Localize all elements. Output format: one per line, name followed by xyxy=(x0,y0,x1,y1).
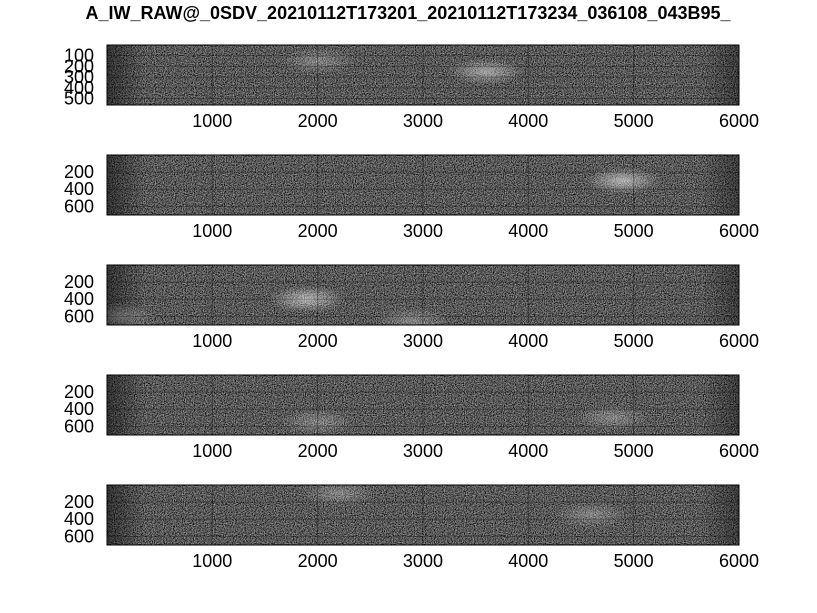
edge-shading xyxy=(107,375,739,435)
x-tick-label: 2000 xyxy=(298,441,338,461)
edge-shading xyxy=(107,45,739,105)
y-tick-label: 600 xyxy=(64,306,94,326)
chart-title: A_IW_RAW@_0SDV_20210112T173201_20210112T… xyxy=(85,3,731,23)
x-tick-label: 4000 xyxy=(508,551,548,571)
y-tick-label: 200 xyxy=(64,162,94,182)
x-tick-label: 4000 xyxy=(508,221,548,241)
axes-box xyxy=(106,374,740,436)
y-tick-label: 200 xyxy=(64,492,94,512)
x-tick-label: 4000 xyxy=(508,331,548,351)
y-tick-label: 200 xyxy=(64,382,94,402)
x-tick-label: 6000 xyxy=(719,221,759,241)
x-tick-label: 6000 xyxy=(719,551,759,571)
x-tick-label: 1000 xyxy=(192,331,232,351)
y-tick-label: 500 xyxy=(64,89,94,109)
x-tick-label: 3000 xyxy=(403,221,443,241)
x-tick-label: 6000 xyxy=(719,111,759,131)
y-tick-label: 400 xyxy=(64,78,94,98)
x-tick-label: 3000 xyxy=(403,441,443,461)
y-tick-label: 300 xyxy=(64,67,94,87)
y-tick-label: 400 xyxy=(64,509,94,529)
x-tick-label: 2000 xyxy=(298,221,338,241)
edge-shading xyxy=(107,485,739,545)
y-tick-label: 400 xyxy=(64,289,94,309)
x-tick-label: 1000 xyxy=(192,111,232,131)
y-tick-label: 600 xyxy=(64,416,94,436)
x-tick-label: 2000 xyxy=(298,111,338,131)
x-tick-label: 2000 xyxy=(298,551,338,571)
x-tick-label: 4000 xyxy=(508,111,548,131)
axes-box xyxy=(106,154,740,216)
x-tick-label: 5000 xyxy=(614,221,654,241)
x-tick-label: 3000 xyxy=(403,551,443,571)
x-tick-label: 5000 xyxy=(614,111,654,131)
edge-shading xyxy=(107,265,739,325)
y-tick-label: 100 xyxy=(64,46,94,66)
y-tick-label: 400 xyxy=(64,399,94,419)
x-tick-label: 5000 xyxy=(614,551,654,571)
x-tick-label: 5000 xyxy=(614,331,654,351)
y-tick-label: 600 xyxy=(64,526,94,546)
x-tick-label: 1000 xyxy=(192,221,232,241)
y-tick-label: 600 xyxy=(64,196,94,216)
x-tick-label: 3000 xyxy=(403,331,443,351)
x-tick-label: 5000 xyxy=(614,441,654,461)
x-tick-label: 1000 xyxy=(192,551,232,571)
y-tick-label: 200 xyxy=(64,272,94,292)
axes-box xyxy=(106,264,740,326)
x-tick-label: 6000 xyxy=(719,331,759,351)
x-tick-label: 2000 xyxy=(298,331,338,351)
x-tick-label: 6000 xyxy=(719,441,759,461)
edge-shading xyxy=(107,155,739,215)
y-tick-label: 400 xyxy=(64,179,94,199)
x-tick-label: 3000 xyxy=(403,111,443,131)
x-tick-label: 1000 xyxy=(192,441,232,461)
y-tick-label: 200 xyxy=(64,56,94,76)
axes-box xyxy=(106,484,740,546)
x-tick-label: 4000 xyxy=(508,441,548,461)
axes-box xyxy=(106,44,740,106)
